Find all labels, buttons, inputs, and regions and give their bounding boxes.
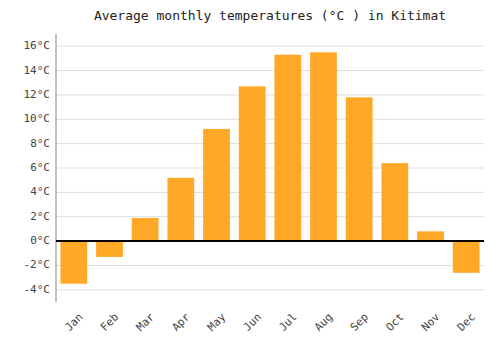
x-axis-labels: Jan Feb Mar Apr May Jun Jul Aug Sep Oct Nov Dec (62, 310, 478, 334)
grid-line (56, 192, 484, 193)
x-tick-label: Nov (419, 310, 443, 334)
x-tick-label: Feb (98, 311, 121, 334)
bar (274, 55, 301, 241)
y-tick-label: -2°C (24, 258, 51, 271)
bar (167, 178, 194, 241)
grid (56, 46, 484, 290)
zero-line (56, 240, 484, 242)
grid-line (56, 241, 484, 242)
y-axis-line (56, 34, 57, 302)
grid-line (56, 46, 484, 47)
x-tick-label: Aug (312, 311, 335, 334)
x-tick-label: Mar (134, 310, 158, 334)
y-axis-labels: -4°C -2°C 0°C 2°C 4°C 6°C 8°C 10°C 12°C 14°C 16°C (24, 39, 51, 296)
y-tick-label: -4°C (24, 283, 51, 296)
chart: Average monthly temperatures (°C ) in Ki… (0, 0, 500, 350)
grid-line (56, 94, 484, 95)
y-tick-label: 16°C (24, 39, 51, 52)
grid-line (56, 168, 484, 169)
bar (417, 231, 444, 241)
bar (132, 218, 159, 241)
bar (453, 241, 480, 273)
bars (60, 52, 479, 283)
y-tick-label: 2°C (30, 210, 50, 223)
x-tick-label: Apr (169, 310, 193, 334)
x-tick-label: Jan (62, 311, 85, 334)
bar (60, 241, 87, 284)
x-tick-label: Sep (348, 311, 371, 334)
x-tick-label: May (205, 310, 229, 334)
bar (310, 52, 337, 241)
bar (381, 163, 408, 241)
x-tick-label: Jun (241, 311, 264, 334)
title: Average monthly temperatures (°C ) in Ki… (94, 8, 446, 23)
y-tick-label: 8°C (30, 137, 50, 150)
grid-line (56, 216, 484, 217)
bar (203, 129, 230, 241)
grid-line (56, 265, 484, 266)
chart-container: Average monthly temperatures (°C ) in Ki… (0, 0, 500, 350)
bar (346, 97, 373, 241)
y-tick-label: 4°C (30, 185, 50, 198)
x-tick-label: Dec (455, 311, 478, 334)
y-tick-label: 14°C (24, 64, 51, 77)
grid-line (56, 143, 484, 144)
y-tick-label: 0°C (30, 234, 50, 247)
bar (239, 86, 266, 241)
x-tick-label: Jul (276, 311, 299, 334)
y-tick-label: 12°C (24, 88, 51, 101)
y-tick-label: 6°C (30, 161, 50, 174)
bar (96, 241, 123, 257)
grid-line (56, 119, 484, 120)
y-tick-label: 10°C (24, 112, 51, 125)
x-tick-label: Oct (383, 311, 406, 334)
grid-line (56, 289, 484, 290)
grid-line (56, 70, 484, 71)
